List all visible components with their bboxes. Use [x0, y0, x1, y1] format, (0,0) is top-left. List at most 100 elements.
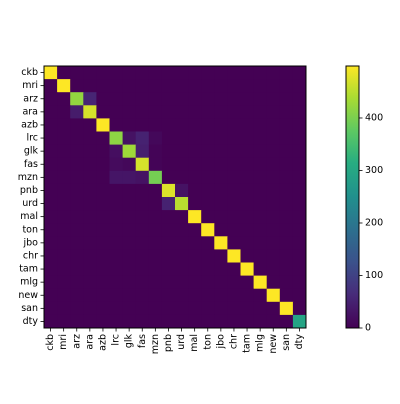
heatmap-cell-chr-ara [83, 249, 97, 263]
heatmap-cell-urd-mri [57, 197, 71, 211]
heatmap-cell-san-mzn [148, 301, 163, 316]
heatmap-cell-glk-urd [175, 144, 189, 159]
heatmap-cell-glk-ton [201, 144, 215, 159]
heatmap-cell-ton-mri [57, 223, 71, 237]
heatmap-cell-mri-fas [135, 79, 150, 93]
heatmap-cell-mri-mri [57, 79, 71, 93]
heatmap-cell-mzn-mlg [253, 170, 268, 185]
heatmap-cell-ara-fas [135, 105, 150, 119]
heatmap-cell-san-san [279, 301, 294, 316]
heatmap-cell-new-glk [122, 288, 137, 303]
heatmap-cell-ara-new [266, 105, 281, 119]
heatmap-cell-pnb-ton [201, 183, 215, 198]
heatmap-cell-jbo-dty [292, 236, 307, 250]
heatmap-cell-jbo-tam [240, 236, 254, 250]
heatmap-cell-ara-tam [240, 105, 254, 119]
heatmap-cell-urd-lrc [109, 197, 123, 211]
heatmap-cell-ara-san [279, 105, 294, 119]
heatmap-cell-fas-fas [135, 157, 150, 172]
heatmap-cell-mlg-tam [240, 275, 254, 290]
heatmap-cell-jbo-mlg [253, 236, 268, 250]
heatmap-cell-new-mlg [253, 288, 268, 303]
heatmap-cell-urd-tam [240, 197, 254, 211]
heatmap-cell-mal-azb [96, 210, 110, 224]
heatmap-cell-fas-ara [83, 157, 97, 172]
heatmap-cell-ara-pnb [161, 105, 176, 119]
heatmap-cell-arz-arz [70, 92, 84, 106]
heatmap-cells [44, 66, 307, 329]
heatmap-cell-lrc-arz [70, 131, 84, 145]
heatmap-cell-mri-mal [188, 79, 202, 93]
heatmap-cell-new-tam [240, 288, 254, 303]
heatmap-cell-tam-ton [201, 262, 215, 276]
x-tick-label-mzn: mzn [150, 334, 161, 354]
x-axis: ckb mri arz ara azb lrc glk fas mzn pnb urd mal ton j… [45, 328, 305, 354]
heatmap-cell-urd-arz [70, 197, 84, 211]
heatmap-cell-ton-glk [122, 223, 137, 237]
y-tick-label-lrc: lrc [26, 133, 38, 144]
heatmap-cell-ton-urd [175, 223, 189, 237]
x-tick-label-mal: mal [189, 334, 200, 352]
heatmap-cell-arz-new [266, 92, 281, 106]
heatmap-cell-jbo-ton [201, 236, 215, 250]
heatmap-cell-glk-tam [240, 144, 254, 159]
heatmap-cell-dty-ton [201, 314, 215, 329]
heatmap-cell-tam-arz [70, 262, 84, 276]
y-tick-label-urd: urd [22, 198, 38, 209]
heatmap-cell-tam-ara [83, 262, 97, 276]
heatmap-cell-ton-jbo [214, 223, 228, 237]
heatmap-cell-pnb-new [266, 183, 281, 198]
x-tick-label-ara: ara [84, 334, 95, 350]
heatmap-cell-arz-mlg [253, 92, 268, 106]
heatmap-cell-ckb-mzn [148, 66, 163, 80]
heatmap-cell-san-ara [83, 301, 97, 316]
heatmap-cell-dty-new [266, 314, 281, 329]
heatmap-cell-dty-mlg [253, 314, 268, 329]
heatmap-cell-san-mlg [253, 301, 268, 316]
heatmap-cell-arz-jbo [214, 92, 228, 106]
heatmap-cell-mzn-jbo [214, 170, 228, 185]
heatmap-cell-mzn-glk [122, 170, 137, 185]
heatmap-cell-ara-ckb [44, 105, 58, 119]
heatmap-cell-ckb-azb [96, 66, 110, 80]
heatmap-cell-fas-dty [292, 157, 307, 172]
heatmap-cell-lrc-mri [57, 131, 71, 145]
heatmap-cell-lrc-tam [240, 131, 254, 145]
heatmap-cell-ara-chr [227, 105, 241, 119]
x-tick-label-arz: arz [71, 334, 82, 349]
heatmap-cell-lrc-glk [122, 131, 137, 145]
heatmap-cell-azb-fas [135, 118, 150, 132]
heatmap-cell-dty-urd [175, 314, 189, 329]
heatmap-cell-mal-tam [240, 210, 254, 224]
heatmap-cell-mzn-azb [96, 170, 110, 185]
heatmap-cell-san-glk [122, 301, 137, 316]
heatmap-cell-ton-ara [83, 223, 97, 237]
heatmap-cell-mal-ton [201, 210, 215, 224]
heatmap-cell-azb-ara [83, 118, 97, 132]
heatmap-cell-arz-san [279, 92, 294, 106]
x-tick-label-mlg: mlg [255, 334, 266, 352]
heatmap-cell-mal-pnb [161, 210, 176, 224]
heatmap-cell-urd-dty [292, 197, 307, 211]
heatmap-cell-arz-ckb [44, 92, 58, 106]
heatmap-cell-azb-lrc [109, 118, 123, 132]
colorbar: 0 100 200 300 400 [345, 65, 383, 334]
heatmap-cell-jbo-jbo [214, 236, 228, 250]
heatmap-cell-azb-dty [292, 118, 307, 132]
heatmap-cell-jbo-ckb [44, 236, 58, 250]
heatmap-cell-mal-urd [175, 210, 189, 224]
heatmap-cell-pnb-pnb [161, 183, 176, 198]
heatmap-cell-azb-glk [122, 118, 137, 132]
heatmap-cell-pnb-mlg [253, 183, 268, 198]
colorbar-tick-label-400: 400 [365, 112, 383, 123]
colorbar-tick-label-0: 0 [365, 323, 371, 334]
heatmap-cell-ara-jbo [214, 105, 228, 119]
heatmap-cell-san-azb [96, 301, 110, 316]
y-tick-label-arz: arz [23, 93, 38, 104]
heatmap-cell-lrc-ckb [44, 131, 58, 145]
heatmap-cell-urd-ton [201, 197, 215, 211]
heatmap-cell-jbo-mri [57, 236, 71, 250]
heatmap-cell-ckb-mlg [253, 66, 268, 80]
x-tick-label-glk: glk [124, 334, 135, 349]
heatmap-cell-mri-azb [96, 79, 110, 93]
